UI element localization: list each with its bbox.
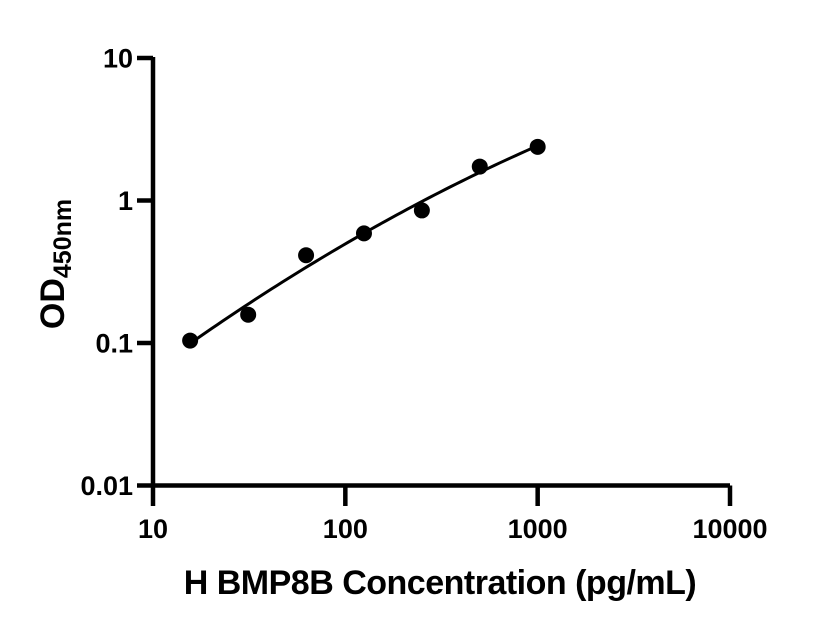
y-tick-label: 10 — [103, 44, 133, 74]
data-point — [182, 332, 199, 349]
y-tick-label: 0.01 — [80, 471, 133, 501]
axis-lines — [150, 57, 730, 488]
x-axis-title: H BMP8B Concentration (pg/mL) — [184, 564, 696, 602]
data-point — [529, 138, 546, 155]
data-point — [240, 306, 257, 323]
y-tick-label: 1 — [118, 186, 133, 216]
x-tick-label: 100 — [323, 514, 368, 544]
data-point — [298, 247, 315, 264]
x-tick-label: 1000 — [508, 514, 568, 544]
y-axis-title-subscript: 450nm — [49, 199, 77, 278]
data-points-layer — [182, 138, 546, 349]
y-axis-title-main: OD — [34, 278, 72, 329]
y-axis-title: OD450nm — [34, 199, 77, 329]
data-point — [413, 202, 430, 219]
data-point — [355, 225, 372, 242]
y-tick-label: 0.1 — [95, 329, 133, 359]
data-point — [471, 158, 488, 175]
x-tick-label: 10 — [138, 514, 168, 544]
x-tick-label: 10000 — [692, 514, 767, 544]
